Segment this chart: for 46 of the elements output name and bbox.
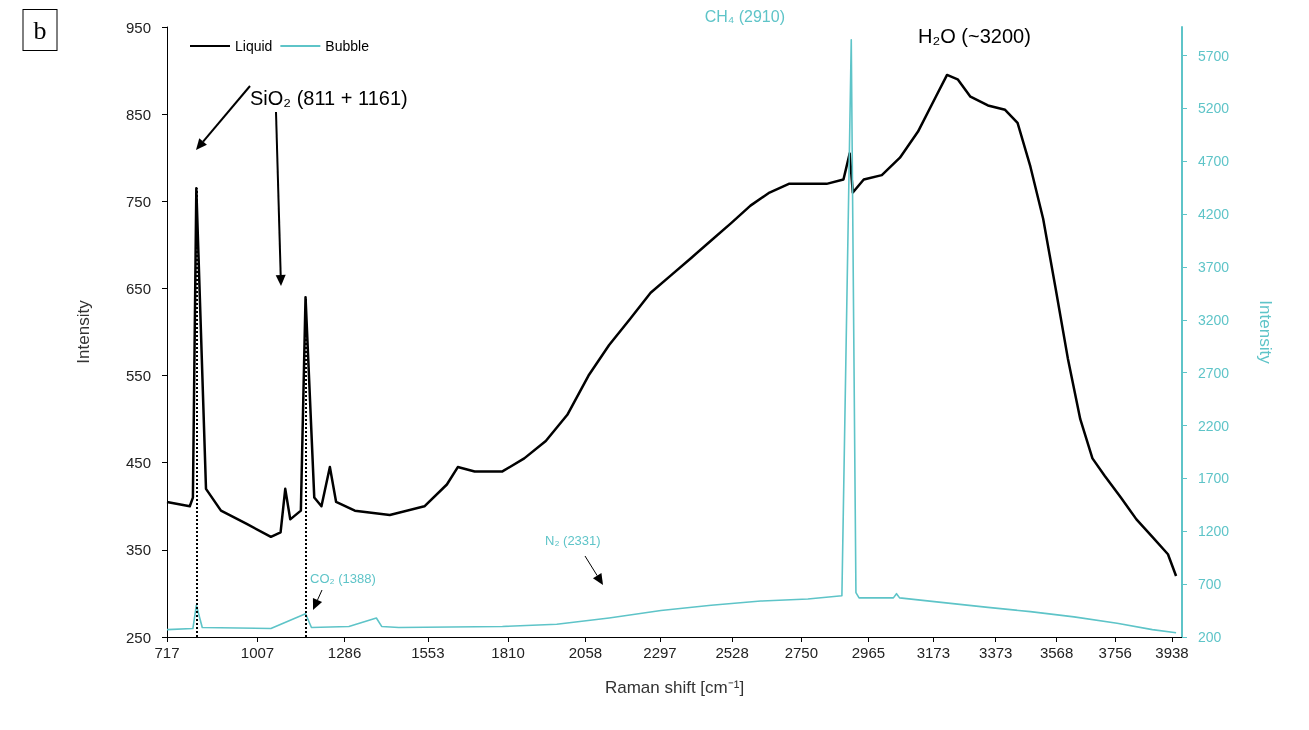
x-tick-label: 3373: [979, 644, 1013, 661]
y-tick-label: 950: [125, 18, 151, 36]
y2-tick-label: 1200: [1198, 523, 1230, 540]
y2-tick-label: 200: [1198, 629, 1222, 645]
x-tick-label: 1007: [240, 644, 275, 661]
y2-tick-label: 4200: [1198, 206, 1230, 223]
x-tick-label: 2528: [715, 644, 749, 661]
text: CH₄ (2910): [704, 7, 785, 25]
x-axis-title: Raman shift [cm⁻¹]: [604, 678, 745, 697]
x-tick-label: 3938: [1155, 644, 1189, 661]
y-tick-label: 650: [125, 279, 151, 297]
x-tick-label: 3173: [916, 644, 951, 661]
y-tick-label: 250: [125, 628, 151, 646]
y-tick-label: 350: [125, 541, 151, 559]
y2-tick-label: 5700: [1198, 47, 1230, 64]
legend-label: Bubble: [325, 38, 370, 54]
y2-tick-label: 3700: [1198, 258, 1230, 275]
x-tick-label: 1810: [491, 644, 525, 661]
y-tick-label: 850: [125, 105, 151, 123]
y-tick-label: 550: [125, 367, 151, 385]
annotation: N₂ (2331): [545, 532, 601, 548]
annotation: CO₂ (1388): [310, 570, 376, 586]
x-tick-label: 1286: [327, 644, 362, 661]
annotation: SiO₂ (811 + 1161): [250, 87, 408, 109]
x-tick-label: 3568: [1039, 644, 1074, 661]
y2-axis-title: Intensity: [1256, 300, 1275, 365]
x-tick-label: 2965: [851, 644, 886, 661]
y-tick-label: 450: [125, 454, 151, 472]
y2-tick-label: 1700: [1198, 470, 1230, 487]
x-tick-label: 2058: [568, 644, 603, 661]
y2-tick-label: 2700: [1198, 364, 1230, 381]
text: b: [33, 15, 47, 45]
y2-tick-label: 3200: [1198, 311, 1230, 328]
y2-tick-label: 5200: [1198, 100, 1230, 117]
x-tick-label: 1553: [411, 644, 445, 661]
x-tick-label: 2297: [643, 644, 677, 661]
y-axis-title: Intensity: [74, 299, 93, 364]
x-tick-label: 2750: [784, 644, 819, 661]
y-tick-label: 750: [125, 192, 151, 210]
y2-tick-label: 700: [1198, 576, 1222, 593]
annotation: H₂O (~3200): [918, 25, 1031, 47]
y2-tick-label: 2200: [1198, 417, 1230, 434]
legend-label: Liquid: [235, 38, 273, 54]
x-tick-label: 3756: [1098, 644, 1132, 661]
y2-tick-label: 4700: [1198, 153, 1230, 170]
x-tick-label: 717: [154, 644, 180, 661]
